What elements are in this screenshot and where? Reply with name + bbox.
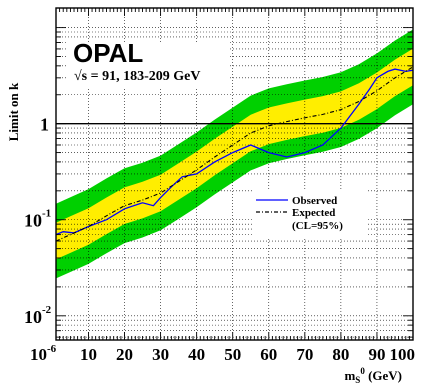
axis-ticks [55, 8, 414, 340]
band-1sigma [56, 48, 413, 260]
curves [56, 66, 413, 242]
x-tick-label: 30 [152, 345, 169, 364]
annotation-opal: OPAL [73, 38, 143, 68]
annotation-box: OPAL √s = 91, 183-209 GeV [68, 38, 230, 88]
y-axis-title: Limit on k [6, 82, 21, 141]
y-tick-label: 10-1 [24, 208, 51, 231]
y-tick-label: 10-2 [24, 304, 52, 327]
x-tick-label: 10-6 [30, 343, 57, 364]
x-tick-label: 50 [224, 345, 241, 364]
expected-bands [56, 29, 413, 279]
x-axis-title-m: m [344, 368, 355, 383]
x-tick-label: 20 [116, 345, 133, 364]
x-axis-title-sup: 0 [360, 366, 365, 376]
x-axis-title-unit: (GeV) [365, 368, 402, 383]
x-tick-label: 100 [390, 345, 416, 364]
legend-expected-label: Expected [292, 207, 335, 219]
x-axis-title-sub: S [355, 375, 360, 385]
x-axis-title: mS0 (GeV) [344, 366, 402, 385]
expected-line [56, 66, 413, 242]
x-tick-label: 90 [368, 345, 385, 364]
legend-observed-label: Observed [292, 195, 337, 207]
x-tick-label: 80 [332, 345, 349, 364]
x-tick-label: 10 [80, 345, 97, 364]
observed-line [56, 68, 413, 236]
y-tick-label: 1 [40, 115, 49, 135]
legend: Observed Expected (CL=95%) [252, 190, 366, 238]
x-tick-label: 70 [296, 345, 313, 364]
x-tick-label: 60 [260, 345, 277, 364]
x-tick-label: 40 [188, 345, 205, 364]
annotation-energy: √s = 91, 183-209 GeV [74, 69, 201, 84]
legend-cl-label: (CL=95%) [292, 220, 343, 232]
tick-labels: 10-6 10 20 30 40 50 60 70 80 90 100 1 10-1 10-2 [24, 115, 415, 364]
